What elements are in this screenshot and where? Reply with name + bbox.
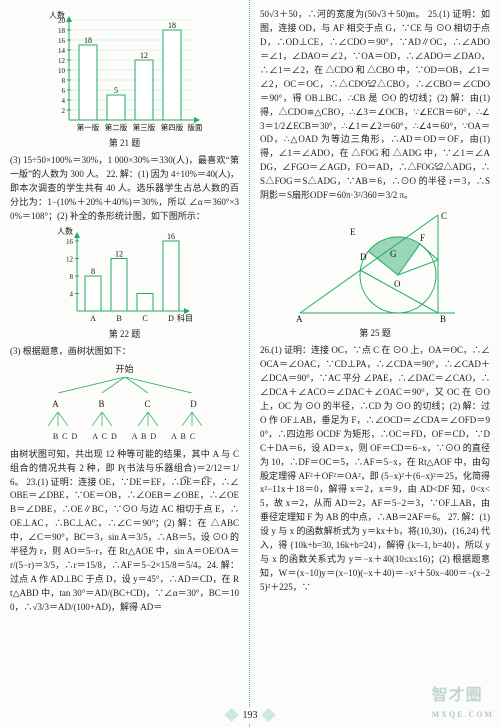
svg-text:O: O — [394, 279, 401, 289]
chart21-caption: 第 21 题 — [10, 137, 239, 151]
svg-text:16: 16 — [58, 37, 66, 45]
svg-text:6: 6 — [62, 87, 66, 95]
svg-text:版面: 版面 — [188, 122, 203, 132]
watermark-main: 智才圈 — [432, 687, 483, 704]
svg-text:D: D — [168, 314, 174, 323]
svg-text:18: 18 — [58, 27, 66, 35]
fig25-labels: E D C F G B A O — [296, 211, 447, 324]
watermark-sub: MXQE.COM — [432, 709, 494, 721]
svg-text:第一版: 第一版 — [77, 122, 100, 132]
svg-text:B: B — [440, 314, 446, 324]
svg-text:第二版: 第二版 — [105, 122, 128, 132]
tree-root: 开始 — [10, 363, 239, 377]
svg-text:4: 4 — [69, 290, 73, 298]
svg-text:8: 8 — [69, 273, 73, 281]
svg-text:12: 12 — [115, 249, 123, 258]
tree-22: 开始 ABCD B C DA C DA B DA B C — [10, 363, 239, 444]
right-para-2: 26.(1) 证明：连接 OC，∵点 C 在 ⊙O 上，OA＝OC，∴∠OCA＝… — [260, 344, 490, 595]
svg-text:F: F — [420, 233, 425, 243]
svg-text:第四版: 第四版 — [161, 122, 184, 132]
svg-text:14: 14 — [58, 47, 66, 55]
svg-text:A: A — [296, 314, 303, 324]
svg-text:B: B — [116, 314, 121, 323]
chart22-caption: 第 22 题 — [10, 328, 239, 342]
svg-text:8: 8 — [62, 77, 66, 85]
left-para-2: 由树状图可知，共出现 12 种等可能的结果，其中 A 与 C 组合的情况共有 2… — [10, 448, 239, 615]
svg-text:C: C — [441, 211, 447, 221]
chart22-ylabel: 人数 — [57, 226, 73, 236]
svg-text:E: E — [350, 227, 356, 237]
svg-text:5: 5 — [114, 86, 118, 95]
left-para-1: (3) 15÷50×100%＝30%，1 000×30%＝330(人)，最喜欢“… — [10, 154, 239, 224]
svg-text:第三版: 第三版 — [133, 122, 156, 132]
svg-text:G: G — [390, 249, 397, 259]
svg-text:10: 10 — [58, 67, 66, 75]
svg-text:16: 16 — [167, 232, 175, 241]
svg-text:2: 2 — [62, 107, 66, 115]
svg-text:16: 16 — [66, 238, 74, 246]
svg-text:A: A — [90, 314, 96, 323]
watermark: 智才圈 MXQE.COM — [432, 684, 494, 721]
chart-21: 人数 2468101214161820 1851218 第一版第二版第三版第四版… — [47, 10, 202, 135]
right-para-1: 50√3＋50，∴河的宽度为(50√3＋50)m。 25.(1) 证明：如图，连… — [260, 8, 490, 203]
svg-text:12: 12 — [66, 255, 74, 263]
svg-text:C: C — [142, 314, 147, 323]
page-number: 193 — [237, 708, 264, 724]
figure-25: E D C F G B A O — [290, 205, 460, 325]
svg-text:12: 12 — [58, 57, 66, 65]
tree-intro: (3) 根据题意，画树状图如下： — [10, 345, 239, 359]
svg-text:科目: 科目 — [177, 313, 193, 323]
svg-text:18: 18 — [84, 36, 92, 45]
svg-text:18: 18 — [168, 21, 176, 30]
chart-22: 人数 4 8 12 16 8 12 16 A B C D科目 — [55, 226, 195, 326]
svg-text:D: D — [360, 252, 367, 262]
svg-text:8: 8 — [91, 267, 95, 276]
svg-text:4: 4 — [62, 97, 66, 105]
svg-text:12: 12 — [140, 51, 148, 60]
svg-text:20: 20 — [58, 17, 66, 25]
fig25-caption: 第 25 题 — [260, 327, 490, 341]
